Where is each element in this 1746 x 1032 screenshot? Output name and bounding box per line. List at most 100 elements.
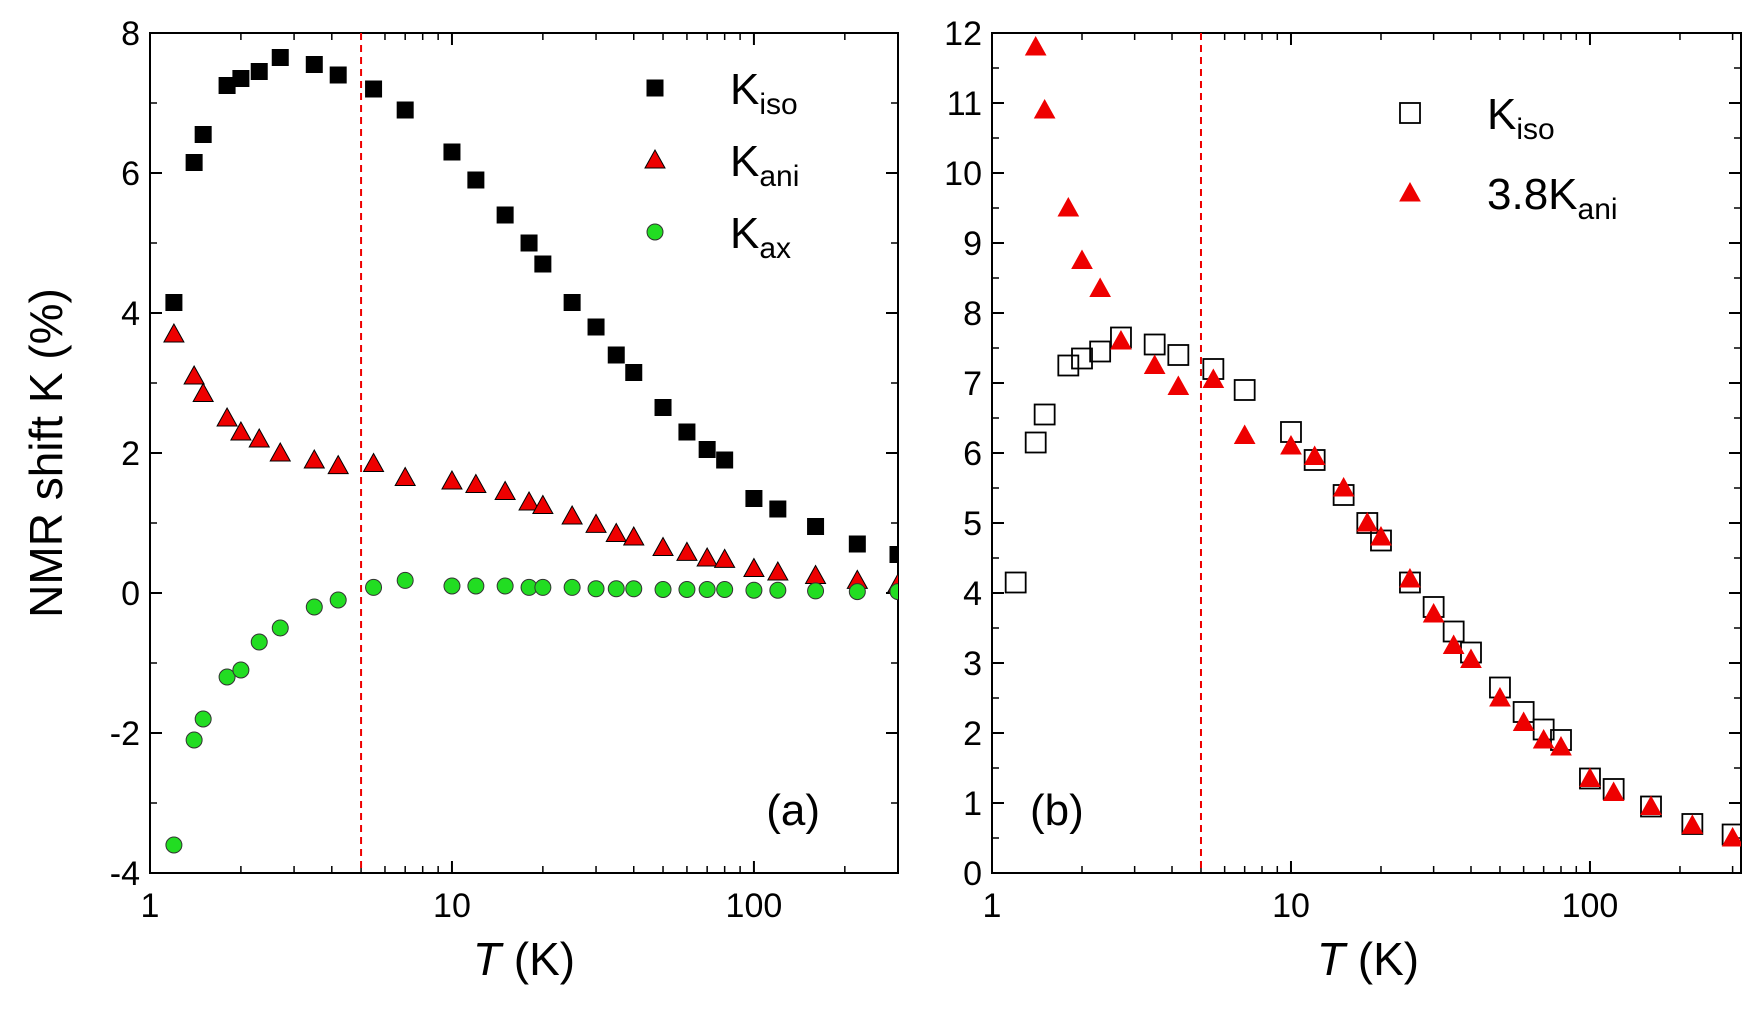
- data-point: [1280, 434, 1302, 455]
- legend: Kiso Kani Kax: [644, 65, 799, 265]
- data-point: [1233, 379, 1256, 401]
- data-point: [327, 454, 350, 475]
- x-axis-title-unit: (K): [1345, 933, 1419, 985]
- series-k-ani: [163, 322, 898, 593]
- data-point: [467, 577, 485, 595]
- y-tick-label: -2: [110, 715, 140, 753]
- data-point: [743, 557, 765, 577]
- data-point: [1532, 728, 1555, 749]
- y-tick-label: 4: [963, 575, 982, 613]
- legend-label-sub: iso: [1516, 113, 1554, 146]
- legend-label-sub: ani: [759, 160, 799, 193]
- legend: Kiso 3.8Kani: [1399, 90, 1618, 226]
- y-tick-label: 0: [963, 855, 982, 893]
- x-tick-label: 10: [1272, 887, 1310, 925]
- data-point: [1399, 567, 1421, 588]
- x-tick-label: 100: [726, 887, 783, 925]
- data-point: [1024, 35, 1047, 56]
- y-tick-label: 8: [963, 295, 982, 333]
- data-point: [185, 154, 203, 171]
- data-point: [534, 578, 552, 596]
- data-layer: [1004, 35, 1741, 847]
- data-point: [766, 560, 789, 581]
- y-tick-label: 1: [963, 785, 982, 823]
- legend-label-sub: ax: [759, 232, 791, 265]
- data-point: [534, 255, 552, 273]
- data-point: [654, 399, 672, 416]
- data-point: [396, 571, 414, 589]
- legend-label-main: K: [1487, 90, 1516, 139]
- data-point: [1004, 571, 1027, 594]
- data-point: [676, 541, 698, 561]
- y-tick-label: 12: [944, 15, 982, 53]
- legend-label: Kiso: [730, 65, 798, 121]
- x-tick-label: 10: [433, 887, 471, 925]
- data-point: [1422, 602, 1445, 623]
- data-point: [1233, 424, 1256, 444]
- data-point: [232, 661, 250, 679]
- data-point: [713, 548, 736, 568]
- data-point: [365, 80, 383, 98]
- data-point: [1460, 648, 1482, 668]
- data-point: [250, 633, 268, 651]
- data-point: [1057, 354, 1080, 377]
- data-point: [716, 451, 734, 469]
- data-point: [807, 582, 825, 600]
- data-point: [1057, 196, 1080, 217]
- data-point: [1579, 767, 1601, 787]
- data-point: [216, 406, 238, 427]
- data-point: [563, 294, 581, 311]
- data-point: [587, 580, 605, 598]
- series-3-8k-ani: [1024, 35, 1741, 847]
- data-point: [1089, 340, 1112, 363]
- legend-label: Kax: [730, 209, 791, 265]
- data-point: [443, 143, 461, 161]
- data-point: [396, 101, 414, 119]
- data-point: [1167, 344, 1190, 366]
- data-point: [1033, 403, 1056, 426]
- y-tick-label: 6: [963, 435, 982, 473]
- data-point: [165, 836, 183, 854]
- data-point: [194, 126, 212, 143]
- data-point: [1721, 826, 1741, 847]
- legend-marker: [646, 79, 664, 97]
- data-point: [271, 49, 289, 66]
- y-tick-label: 10: [944, 155, 982, 193]
- data-point: [271, 619, 289, 637]
- y-tick-label: 0: [121, 575, 140, 613]
- y-tick-label: 4: [121, 295, 140, 333]
- data-point: [394, 466, 417, 486]
- legend-marker: [644, 148, 666, 169]
- y-tick-label: 7: [963, 365, 982, 403]
- y-axis-title: NMR shift K (%): [20, 288, 72, 618]
- data-point: [1512, 711, 1535, 731]
- data-point: [1089, 277, 1112, 297]
- data-point: [1303, 445, 1326, 465]
- legend-label-main: 3.8K: [1487, 170, 1578, 219]
- data-point: [362, 452, 385, 472]
- data-point: [269, 441, 292, 462]
- x-tick-label: 1: [983, 887, 1002, 925]
- data-point: [1167, 375, 1190, 395]
- x-tick-label: 100: [1562, 887, 1619, 925]
- data-point: [1033, 98, 1056, 119]
- y-tick-label: -4: [110, 855, 140, 893]
- legend-label-main: K: [730, 209, 759, 258]
- data-point: [625, 580, 643, 598]
- data-point: [696, 546, 719, 567]
- plot-frame: [991, 32, 1742, 874]
- data-point: [305, 56, 323, 73]
- data-point: [607, 580, 625, 598]
- series-k-iso: [165, 49, 898, 563]
- data-point: [192, 382, 215, 402]
- legend-marker: [646, 223, 664, 241]
- y-tick-label: 9: [963, 225, 982, 263]
- y-tick-label: 5: [963, 505, 982, 543]
- data-point: [1370, 525, 1392, 546]
- y-tick-label: 2: [121, 435, 140, 473]
- data-point: [1681, 813, 1704, 835]
- data-point: [250, 63, 268, 80]
- data-point: [587, 318, 605, 336]
- data-layer: [163, 49, 898, 854]
